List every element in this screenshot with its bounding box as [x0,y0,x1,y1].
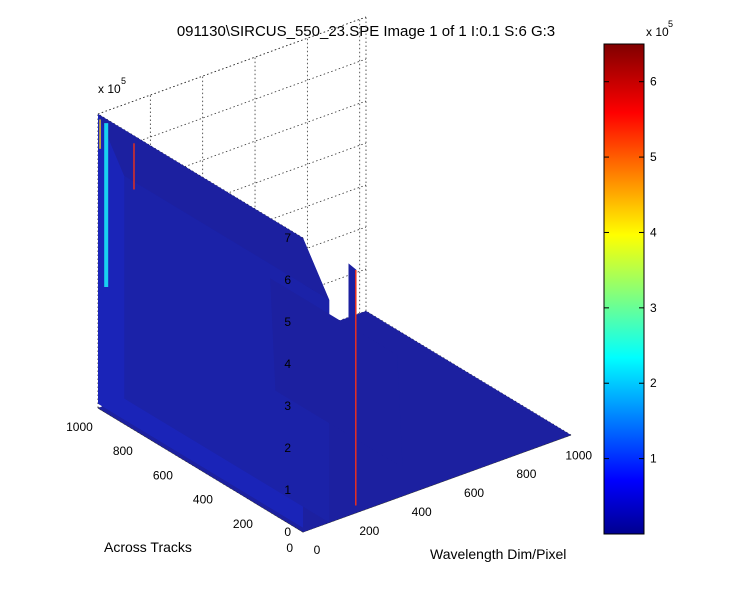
z-tick-label: 5 [284,315,291,329]
colorbar-tick-label: 6 [650,75,657,89]
x-tick-label: 600 [464,486,484,500]
x-tick-label: 400 [412,505,432,519]
z-tick-label: 7 [284,231,291,245]
wall-1-top [98,114,330,300]
colorbar-tick-label: 5 [650,150,657,164]
colorbar-exponent-label: x 10 [646,25,669,39]
y-tick-label: 1000 [66,420,93,434]
y-tick-label: 800 [113,444,133,458]
spike-face [348,263,357,449]
x-tick-label: 0 [314,543,321,557]
x-tick-label: 200 [359,524,379,538]
colorbar-tick-label: 2 [650,376,657,390]
z-tick-label: 4 [284,357,291,371]
y-ticks: 0 200 400 600 800 1000 [66,420,293,555]
y-tick-label: 400 [193,493,213,507]
z-tick-label: 2 [284,441,291,455]
colorbar-tick-label: 3 [650,301,657,315]
y-axis-label: Across Tracks [104,539,192,555]
z-tick-label: 6 [284,273,291,287]
x-tick-label: 800 [516,467,536,481]
wall-2-front [397,355,403,498]
z-tick-label: 1 [284,483,291,497]
wall-2-top [270,278,403,468]
chart-title: 091130\SIRCUS_550_23.SPE Image 1 of 1 I:… [177,23,555,40]
x-ticks: 0 200 400 600 800 1000 [314,448,593,557]
z-tick-label: 3 [284,399,291,413]
z-tick-label: 0 [284,525,291,539]
y-tick-label: 0 [286,541,293,555]
z-exponent-label: x 10 [98,82,121,96]
colorbar-exponent-power: 5 [668,19,673,29]
x-axis-label: Wavelength Dim/Pixel [430,546,566,562]
z-exponent-power: 5 [121,76,126,86]
colorbar-tick-label: 1 [650,452,657,466]
z-ticks: 0 1 2 3 4 5 6 7 [284,231,291,539]
y-tick-label: 200 [233,517,253,531]
x-tick-label: 1000 [565,448,592,462]
colorbar-ticks: 1 2 3 4 5 6 [604,75,657,466]
colorbar [603,43,645,535]
wall-1-side [124,175,330,523]
y-tick-label: 600 [153,468,173,482]
colorbar-tick-label: 4 [650,225,657,239]
surface-plot [98,114,571,532]
